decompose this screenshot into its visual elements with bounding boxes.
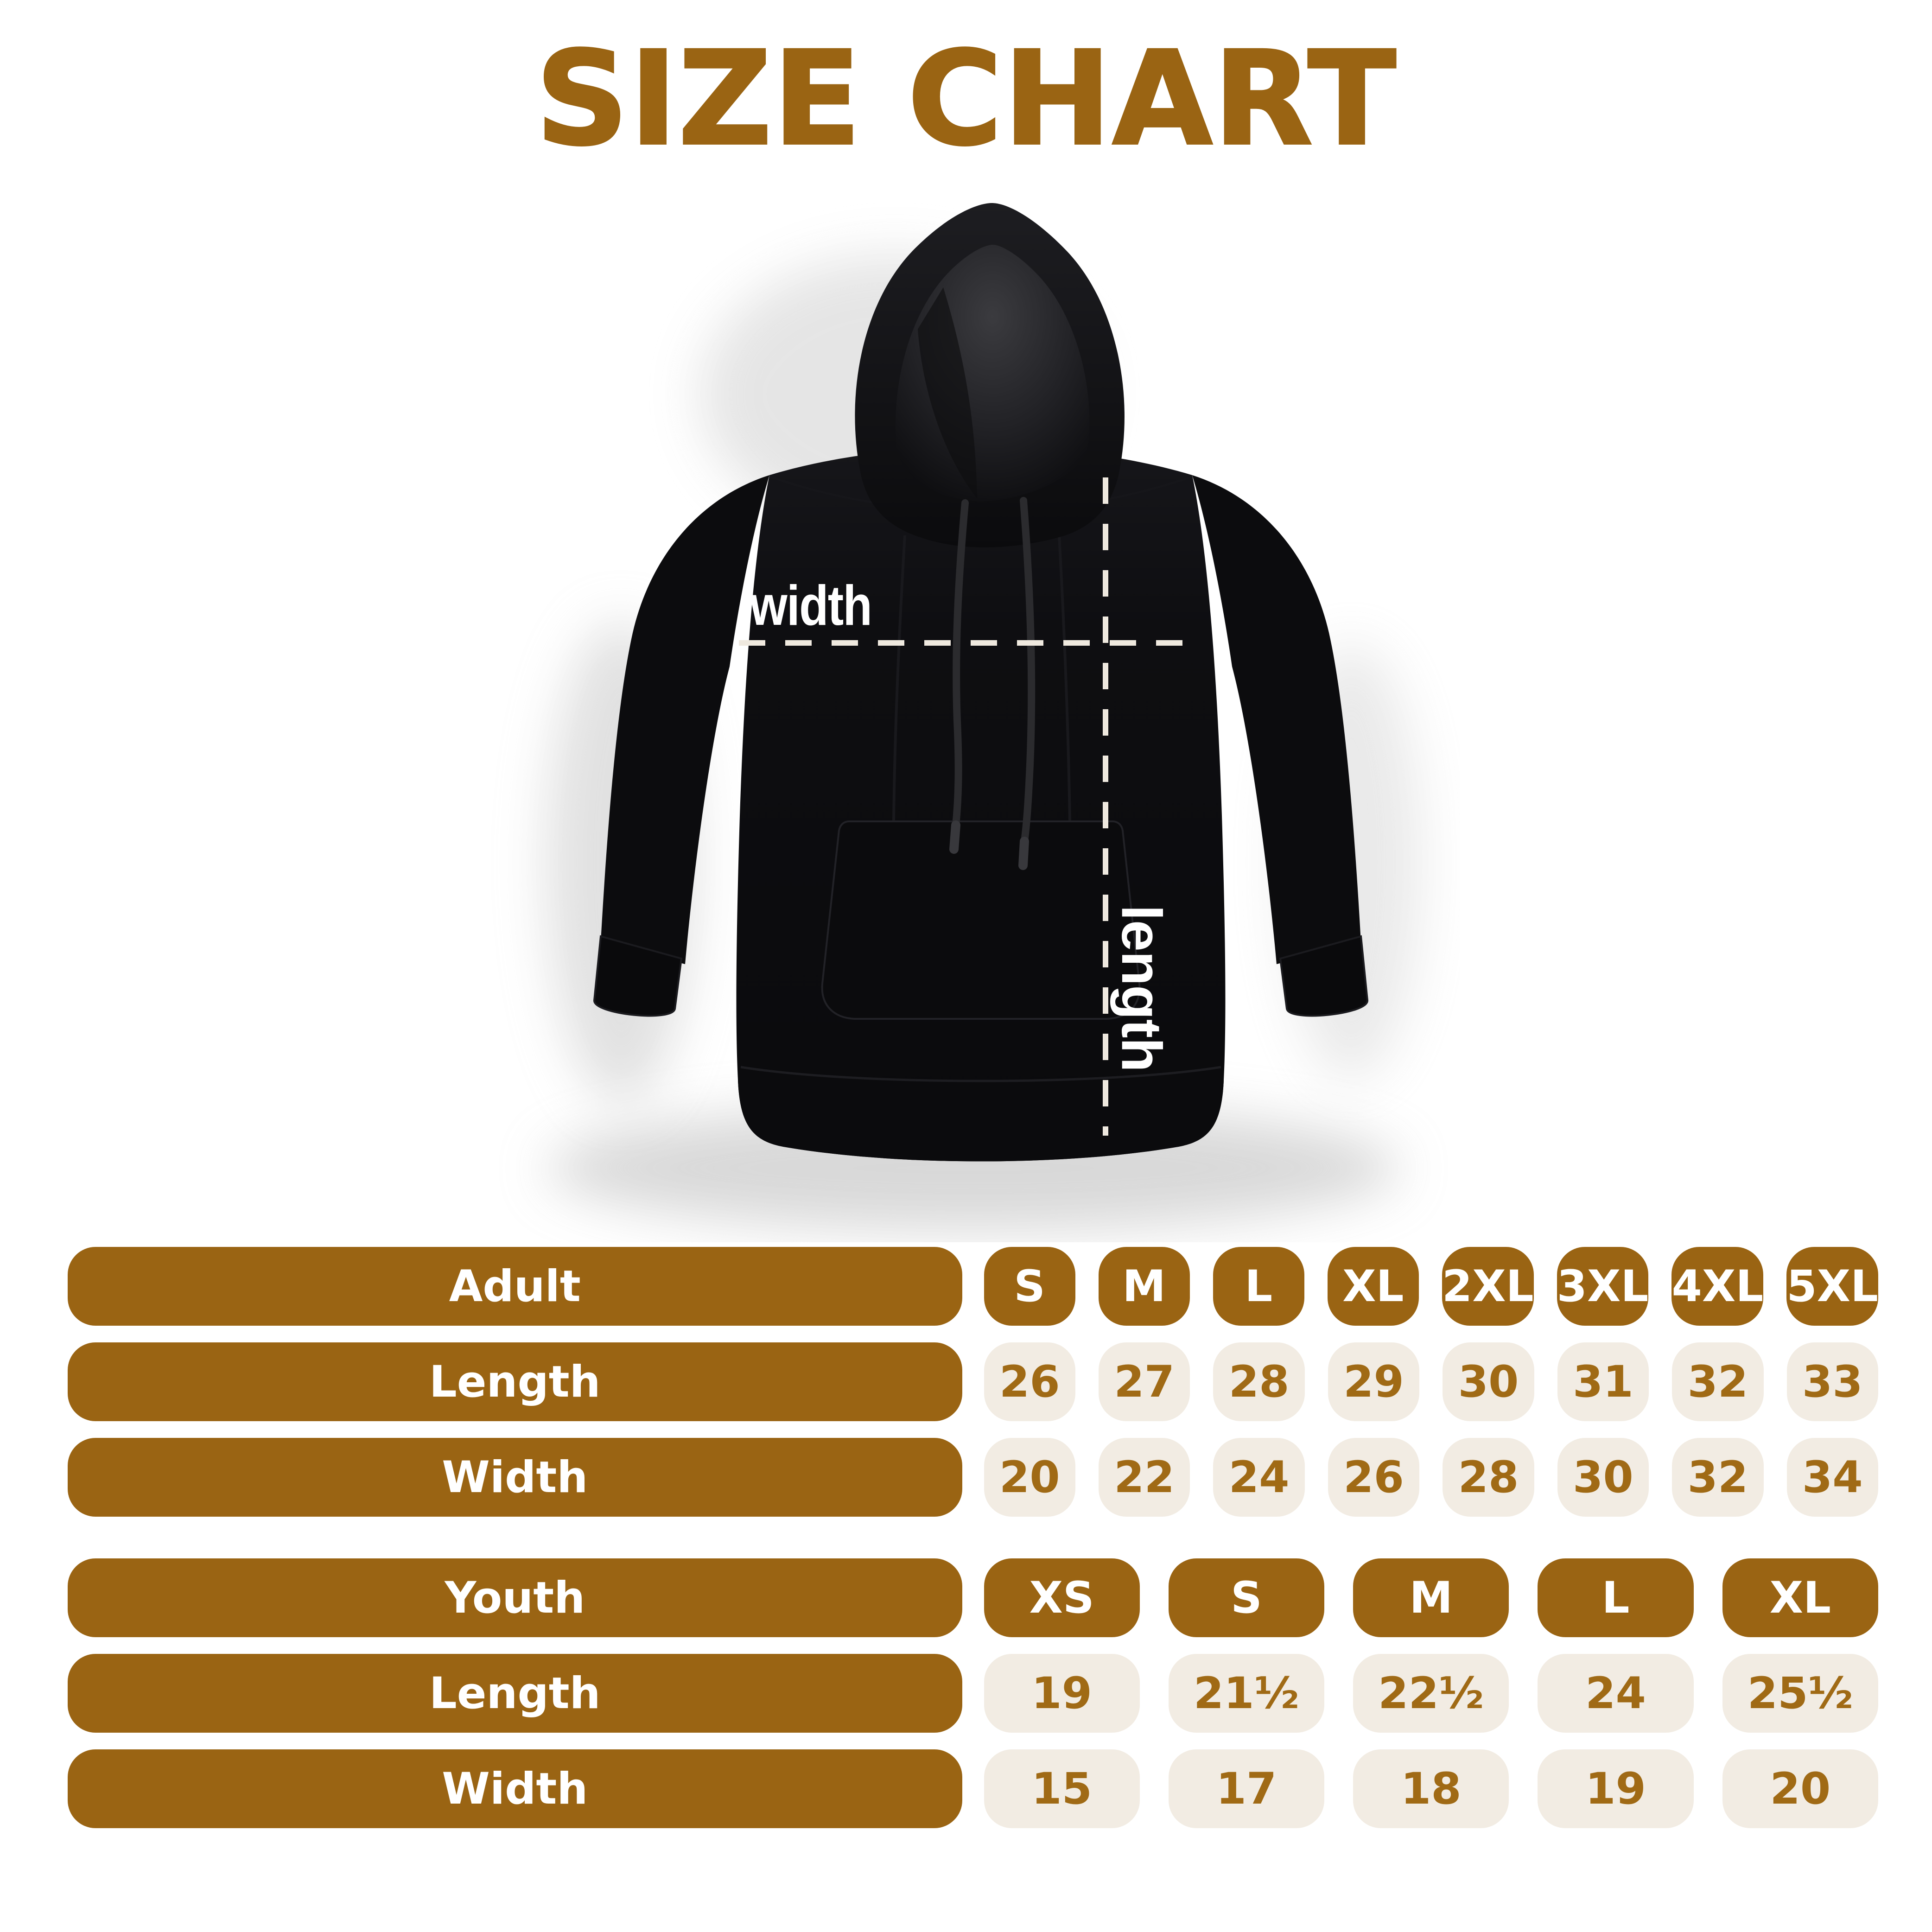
width-value-pill: 26 <box>1328 1438 1420 1517</box>
length-value-pill: 32 <box>1672 1342 1764 1421</box>
size-header-pill: 2XL <box>1442 1247 1534 1326</box>
adult-length-row: Length 26 27 28 29 30 31 32 33 <box>68 1342 1878 1421</box>
adult-size-table: Adult S M L XL 2XL 3XL 4XL 5XL Length 26… <box>68 1247 1878 1517</box>
youth-row-label-pill: Youth <box>68 1558 962 1637</box>
length-value-pill: 26 <box>984 1342 1075 1421</box>
left-cuff <box>593 935 683 1017</box>
length-value-pill: 19 <box>984 1654 1140 1733</box>
drawstrings <box>949 497 1036 870</box>
page-title: SIZE CHART <box>534 24 1397 175</box>
adult-header-cells: S M L XL 2XL 3XL 4XL 5XL <box>984 1247 1878 1326</box>
length-value-pill: 25½ <box>1722 1654 1878 1733</box>
size-header-pill: XS <box>984 1558 1140 1637</box>
adult-width-cells: 20 22 24 26 28 30 32 34 <box>984 1438 1878 1517</box>
adult-header-row: Adult S M L XL 2XL 3XL 4XL 5XL <box>68 1247 1878 1326</box>
width-value-pill: 32 <box>1672 1438 1764 1517</box>
size-header-pill: S <box>984 1247 1075 1326</box>
hem-band <box>738 1065 1224 1162</box>
size-header-pill: M <box>1353 1558 1509 1637</box>
hoodie-image <box>547 203 1421 1231</box>
width-value-pill: 15 <box>984 1749 1140 1828</box>
adult-length-cells: 26 27 28 29 30 31 32 33 <box>984 1342 1878 1421</box>
width-value-pill: 28 <box>1443 1438 1534 1517</box>
width-value-pill: 17 <box>1168 1749 1325 1828</box>
width-value-pill: 19 <box>1538 1749 1694 1828</box>
length-value-pill: 24 <box>1538 1654 1694 1733</box>
youth-size-table: Youth XS S M L XL Length 19 21½ 22½ 24 2… <box>68 1558 1878 1828</box>
length-row-label-pill: Length <box>68 1654 962 1733</box>
size-header-pill: M <box>1098 1247 1190 1326</box>
length-value-pill: 21½ <box>1168 1654 1325 1733</box>
width-measure-label: width <box>750 574 872 637</box>
width-row-label-pill: Width <box>68 1749 962 1828</box>
length-value-pill: 28 <box>1213 1342 1305 1421</box>
length-value-pill: 27 <box>1098 1342 1190 1421</box>
length-measure-label: length <box>1110 905 1173 1072</box>
size-header-pill: XL <box>1722 1558 1878 1637</box>
hoodie-garment <box>593 203 1368 1162</box>
left-sleeve <box>601 475 769 964</box>
width-value-pill: 20 <box>1722 1749 1878 1828</box>
kangaroo-pocket <box>821 820 1141 1020</box>
width-value-pill: 20 <box>984 1438 1075 1517</box>
length-value-pill: 30 <box>1443 1342 1534 1421</box>
width-value-pill: 30 <box>1557 1438 1649 1517</box>
adult-width-row: Width 20 22 24 26 28 30 32 34 <box>68 1438 1878 1517</box>
youth-length-row: Length 19 21½ 22½ 24 25½ <box>68 1654 1878 1733</box>
size-header-pill: XL <box>1327 1247 1419 1326</box>
size-header-pill: 3XL <box>1557 1247 1649 1326</box>
youth-header-cells: XS S M L XL <box>984 1558 1879 1637</box>
right-cuff <box>1279 935 1368 1017</box>
youth-header-row: Youth XS S M L XL <box>68 1558 1878 1637</box>
size-tables: Adult S M L XL 2XL 3XL 4XL 5XL Length 26… <box>68 1247 1878 1845</box>
size-header-pill: 5XL <box>1786 1247 1878 1326</box>
width-value-pill: 22 <box>1098 1438 1190 1517</box>
length-row-label-pill: Length <box>68 1342 962 1421</box>
size-header-pill: 4XL <box>1671 1247 1764 1326</box>
measure-lines <box>739 477 1193 1136</box>
youth-width-cells: 15 17 18 19 20 <box>984 1749 1879 1828</box>
youth-length-cells: 19 21½ 22½ 24 25½ <box>984 1654 1879 1733</box>
length-value-pill: 29 <box>1328 1342 1420 1421</box>
width-value-pill: 18 <box>1353 1749 1509 1828</box>
size-header-pill: L <box>1213 1247 1304 1326</box>
size-header-pill: S <box>1168 1558 1325 1637</box>
width-row-label-pill: Width <box>68 1438 962 1517</box>
size-header-pill: L <box>1538 1558 1694 1637</box>
adult-row-label-pill: Adult <box>68 1247 962 1326</box>
right-sleeve <box>1192 475 1361 964</box>
youth-width-row: Width 15 17 18 19 20 <box>68 1749 1878 1828</box>
length-value-pill: 31 <box>1557 1342 1649 1421</box>
width-value-pill: 34 <box>1786 1438 1878 1517</box>
length-value-pill: 33 <box>1786 1342 1878 1421</box>
width-value-pill: 24 <box>1213 1438 1305 1517</box>
hoodie-figure: width length <box>487 176 1460 1242</box>
length-value-pill: 22½ <box>1353 1654 1509 1733</box>
